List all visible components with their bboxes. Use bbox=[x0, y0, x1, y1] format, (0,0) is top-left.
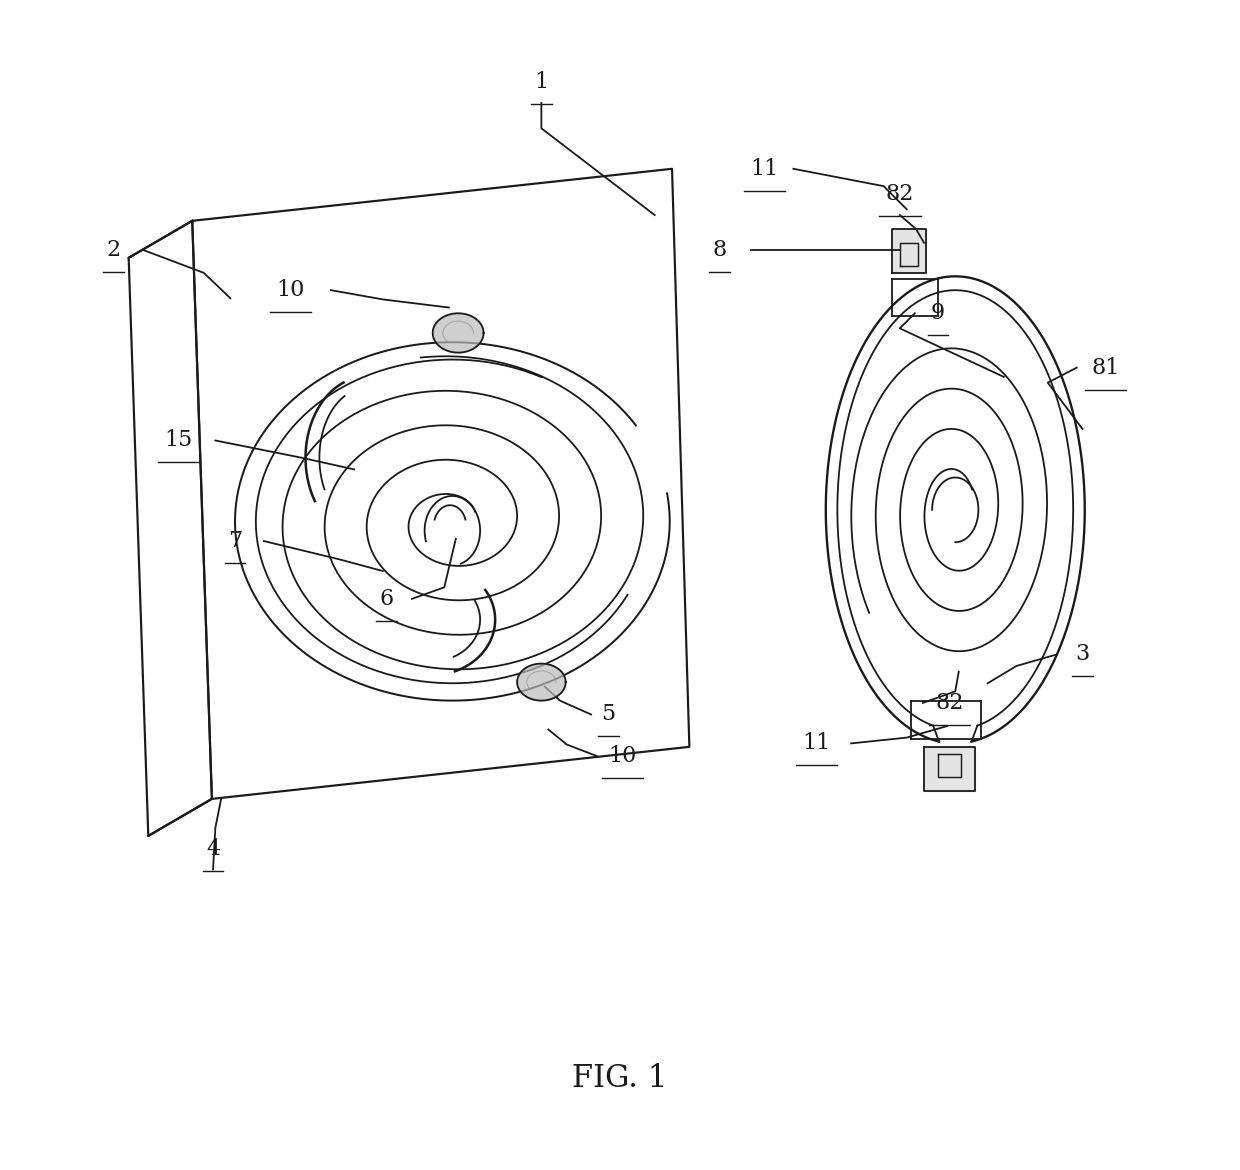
Text: 3: 3 bbox=[1075, 644, 1090, 666]
Text: 4: 4 bbox=[206, 838, 221, 860]
Polygon shape bbox=[433, 314, 484, 352]
Text: 81: 81 bbox=[1091, 357, 1120, 379]
Polygon shape bbox=[892, 229, 926, 273]
Text: 2: 2 bbox=[107, 239, 120, 261]
Polygon shape bbox=[924, 746, 975, 791]
Text: 10: 10 bbox=[608, 745, 636, 768]
Text: 8: 8 bbox=[712, 239, 727, 261]
Text: 82: 82 bbox=[935, 691, 963, 714]
Text: 10: 10 bbox=[277, 280, 305, 301]
Polygon shape bbox=[517, 663, 565, 701]
Text: 11: 11 bbox=[802, 732, 831, 755]
Text: 82: 82 bbox=[885, 184, 914, 205]
Text: 15: 15 bbox=[164, 429, 192, 452]
Text: 7: 7 bbox=[228, 530, 242, 552]
Text: 6: 6 bbox=[379, 587, 393, 610]
Text: 5: 5 bbox=[601, 703, 615, 725]
Text: 1: 1 bbox=[534, 71, 548, 94]
Text: 9: 9 bbox=[931, 302, 945, 324]
Text: 11: 11 bbox=[750, 158, 779, 180]
Text: FIG. 1: FIG. 1 bbox=[573, 1064, 667, 1094]
